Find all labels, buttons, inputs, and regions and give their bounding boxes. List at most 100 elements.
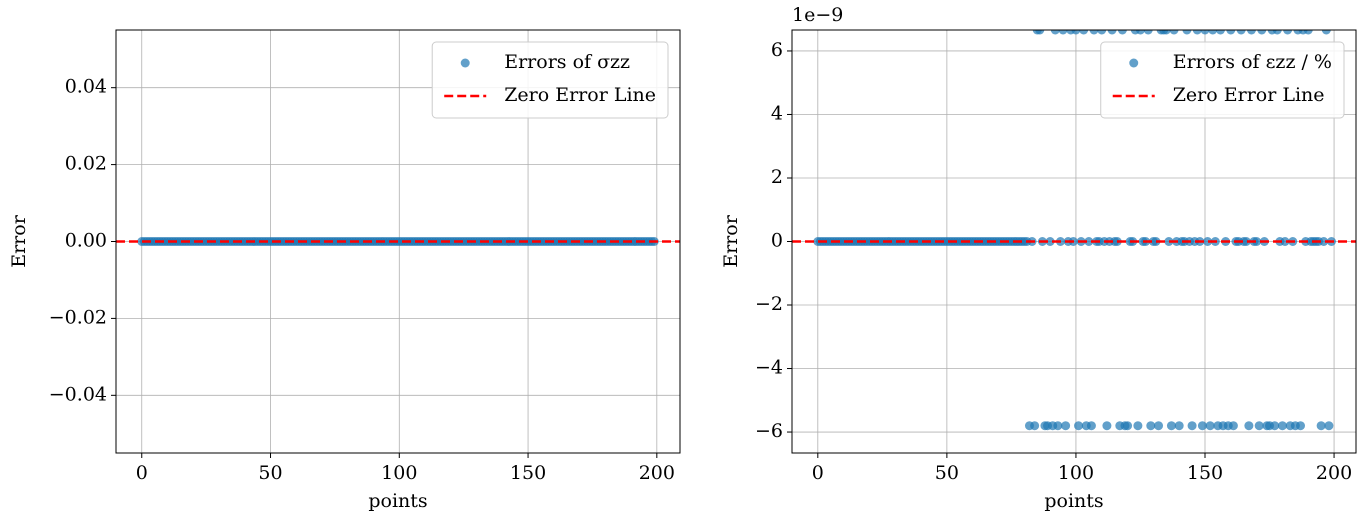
scatter-point [1146,421,1156,431]
scatter-point [1241,237,1251,246]
scatter-point [1079,30,1089,35]
y-tick-label: −2 [755,293,783,315]
scatter-point [1296,421,1306,431]
scatter-point [1252,237,1262,246]
scatter-point [1035,30,1045,35]
y-tick-label: −0.02 [49,306,107,328]
scatter-point [1061,421,1071,431]
legend-marker [460,58,470,68]
scatter-point [1215,30,1225,35]
scatter-point [1161,30,1171,35]
legend-marker [1129,58,1139,68]
y-tick-label: 0.00 [65,230,107,252]
scatter-point [1182,30,1192,35]
scatter-point [1244,421,1254,431]
y-tick-label: −4 [755,357,783,379]
x-tick-label: 0 [812,462,824,484]
scatter-point [1071,30,1081,35]
x-tick-label: 50 [935,462,959,484]
scatter-point [1277,421,1287,431]
scatter-point [1151,237,1161,246]
scatter-point [1169,30,1179,35]
axes-frame [115,29,681,454]
scatter-point [1058,30,1068,35]
scatter-point [1187,421,1197,431]
scatter-point [1226,30,1236,35]
scatter-point [1089,30,1099,35]
x-tick-label: 200 [639,462,675,484]
scatter-point [1205,421,1215,431]
plot-marks [792,30,1356,431]
scatter-point [1280,237,1290,246]
scatter-point [1270,421,1280,431]
scatter-point [1200,30,1210,35]
y-tick-label: 0 [771,230,783,252]
scatter-point [1164,237,1174,246]
scatter-point [1228,421,1238,431]
y-tick-label: −6 [755,420,783,442]
y-axis-label: Error [720,214,742,267]
scatter-point [1030,421,1040,431]
x-axis-label: points [1044,490,1103,512]
y-tick-label: 6 [771,39,783,61]
scatter-point [1154,421,1164,431]
y-axis-label: Error [8,214,30,267]
legend-label: Zero Error Line [1173,84,1325,106]
scatter-point [1303,30,1313,35]
x-tick-label: 0 [136,462,148,484]
plot-marks [116,237,680,246]
scatter-point [1283,30,1293,35]
y-tick-label: 2 [771,166,783,188]
y-tick-label: 0.04 [65,76,107,98]
x-tick-label: 50 [258,462,282,484]
scatter-point [1166,421,1176,431]
scatter-point [1254,421,1264,431]
scatter-point [1203,237,1213,246]
scatter-point [1123,421,1133,431]
scatter-point [1107,30,1117,35]
scatter-point [1208,30,1218,35]
scatter-point [1102,421,1112,431]
offset-text: 1e−9 [792,4,843,26]
y-tick-label: 4 [771,102,783,124]
scatter-point [1053,421,1063,431]
legend-box [431,41,669,119]
legend-label: Zero Error Line [504,84,656,106]
scatter-point [1321,30,1331,35]
x-tick-label: 100 [381,462,417,484]
scatter-point [1272,30,1282,35]
scatter-point [1192,30,1202,35]
y-tick-label: −0.04 [49,383,107,405]
y-tick-label: 0.02 [65,153,107,175]
scatter-point [1257,30,1267,35]
scatter-point [1143,30,1153,35]
scatter-point [1246,30,1256,35]
legend-box [1100,41,1345,119]
scatter-point [1174,421,1184,431]
legend: Errors of σzz Zero Error Line [431,41,669,119]
x-tick-label: 200 [1316,462,1352,484]
scatter-point [1074,421,1084,431]
scatter-point [1324,421,1334,431]
legend: Errors of εzz / % Zero Error Line [1100,41,1345,119]
scatter-point [1086,421,1096,431]
legend-label: Errors of εzz / % [1173,51,1332,73]
panel: 0 50 100 150 200 −0.04 −0.02 0.00 0.02 0.04 points… [8,29,681,512]
scatter-point [1236,30,1246,35]
axes-frame [791,29,1357,454]
scatter-point [1045,237,1055,246]
scatter-point [1050,30,1060,35]
scatter-point [1197,421,1207,431]
scatter-point [1135,30,1145,35]
scatter-point [1319,237,1329,246]
scatter-point [1084,237,1094,246]
x-tick-label: 150 [510,462,546,484]
legend-label: Errors of σzz [504,51,630,73]
x-tick-label: 100 [1058,462,1094,484]
x-tick-label: 150 [1187,462,1223,484]
scatter-point [1097,30,1107,35]
x-axis-label: points [368,490,427,512]
scatter-point [1316,421,1326,431]
scatter-point [1117,30,1127,35]
